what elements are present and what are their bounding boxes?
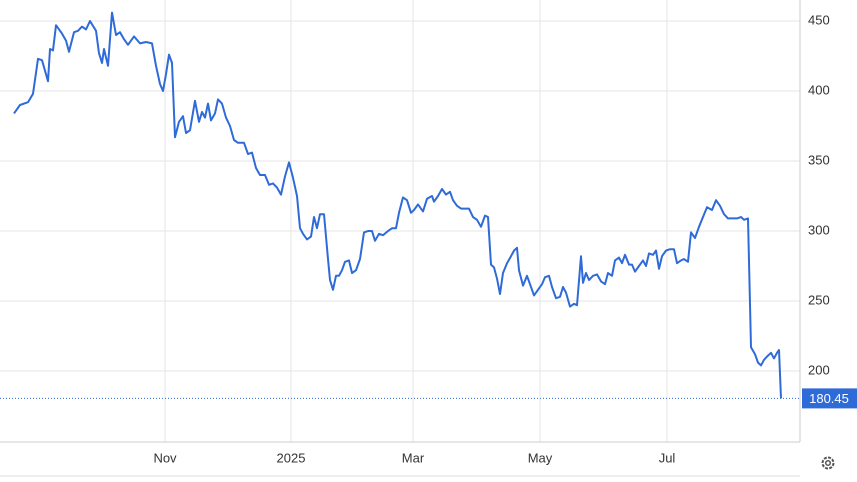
y-tick-label: 250 <box>808 292 830 307</box>
x-tick-label: 2025 <box>277 450 306 465</box>
y-tick-label: 450 <box>808 12 830 27</box>
y-tick-label: 350 <box>808 152 830 167</box>
x-tick-label: May <box>528 450 553 465</box>
x-tick-label: Mar <box>402 450 425 465</box>
y-tick-label: 300 <box>808 222 830 237</box>
y-tick-label: 400 <box>808 82 830 97</box>
y-tick-label: 200 <box>808 362 830 377</box>
x-tick-label: Nov <box>153 450 177 465</box>
settings-icon[interactable] <box>821 456 835 470</box>
last-price-box <box>802 388 857 409</box>
x-tick-label: Jul <box>659 450 676 465</box>
price-line <box>13 11 782 399</box>
last-price-label: 180.45 <box>809 391 849 406</box>
